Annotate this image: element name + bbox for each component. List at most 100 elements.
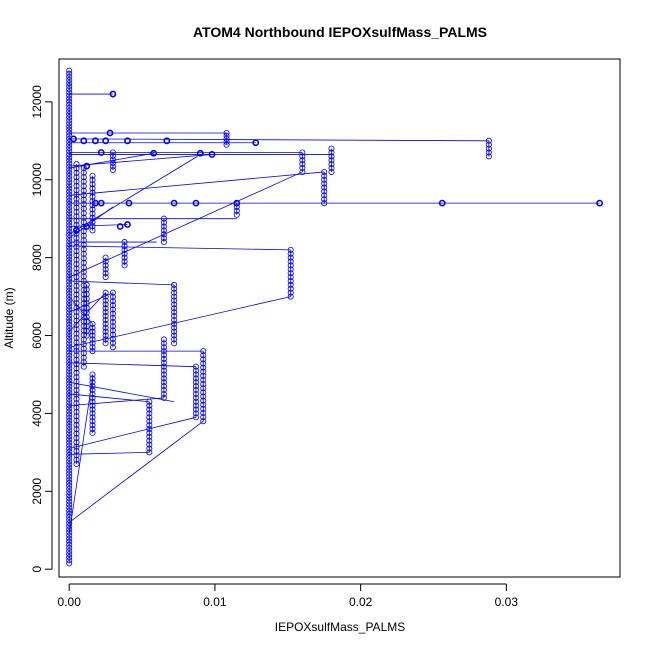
data-point xyxy=(83,304,90,311)
data-point xyxy=(287,277,294,284)
data-point xyxy=(223,129,230,136)
data-point xyxy=(66,142,73,149)
data-point xyxy=(485,141,492,148)
data-point xyxy=(89,371,96,378)
data-point xyxy=(89,206,96,213)
data-point xyxy=(73,161,80,168)
data-point xyxy=(146,437,153,444)
data-point xyxy=(200,368,207,375)
series-line xyxy=(69,138,489,142)
data-point xyxy=(66,442,73,449)
series-line xyxy=(69,171,325,196)
data-point xyxy=(146,414,153,421)
y-tick-label: 6000 xyxy=(30,322,44,349)
data-point xyxy=(73,256,80,263)
data-point xyxy=(121,262,128,269)
data-point xyxy=(102,297,109,304)
data-point xyxy=(73,400,80,407)
data-point xyxy=(66,185,73,192)
data-point xyxy=(116,223,124,230)
data-point xyxy=(66,241,73,248)
data-point xyxy=(83,318,90,325)
data-point xyxy=(66,293,73,300)
data-point xyxy=(83,162,91,170)
data-point xyxy=(73,243,80,250)
data-point xyxy=(146,410,153,417)
data-point xyxy=(83,281,90,288)
data-point xyxy=(73,426,80,433)
data-point xyxy=(485,153,492,160)
data-point xyxy=(66,458,73,465)
x-axis-label: IEPOXsulfMass_PALMS xyxy=(275,620,406,634)
data-point xyxy=(66,188,73,195)
series-points xyxy=(66,67,603,567)
data-point xyxy=(83,327,90,334)
data-point xyxy=(66,448,73,455)
chart-title: ATOM4 Northbound IEPOXsulfMass_PALMS xyxy=(193,24,487,40)
data-point xyxy=(200,418,207,425)
data-point xyxy=(192,414,199,421)
data-point xyxy=(171,285,178,292)
y-tick-label: 8000 xyxy=(30,244,44,271)
data-point xyxy=(66,405,73,412)
data-point xyxy=(66,80,73,87)
data-point xyxy=(66,393,73,400)
data-point xyxy=(66,92,73,99)
data-point xyxy=(66,498,73,505)
data-point xyxy=(66,318,73,325)
data-point xyxy=(171,289,178,296)
data-point xyxy=(80,363,87,370)
data-point xyxy=(102,289,109,296)
data-point xyxy=(73,195,80,202)
data-point xyxy=(80,255,87,262)
data-point xyxy=(66,532,73,539)
data-point xyxy=(73,335,80,342)
data-point xyxy=(66,324,73,331)
data-point xyxy=(80,178,87,185)
data-point xyxy=(102,270,109,277)
data-point xyxy=(160,387,167,394)
data-point xyxy=(73,339,80,346)
data-point xyxy=(233,199,241,207)
data-point xyxy=(66,507,73,514)
data-point xyxy=(109,156,116,163)
data-point xyxy=(66,98,73,105)
data-point xyxy=(80,192,87,199)
data-point xyxy=(73,248,80,255)
data-point xyxy=(170,199,178,207)
data-point xyxy=(80,304,87,311)
data-point xyxy=(102,258,109,265)
data-point xyxy=(287,262,294,269)
data-point xyxy=(89,328,96,335)
data-point xyxy=(160,363,167,370)
data-point xyxy=(66,269,73,276)
data-point xyxy=(83,314,90,321)
data-point xyxy=(73,239,80,246)
data-point xyxy=(66,479,73,486)
data-point xyxy=(287,274,294,281)
data-point xyxy=(102,254,109,261)
data-point xyxy=(485,149,492,156)
data-point xyxy=(66,126,73,133)
data-point xyxy=(146,441,153,448)
data-point xyxy=(66,424,73,431)
data-point xyxy=(171,324,178,331)
y-tick-label: 2000 xyxy=(30,478,44,505)
data-point xyxy=(66,352,73,359)
data-point xyxy=(80,295,87,302)
data-point xyxy=(66,262,73,269)
plot-frame xyxy=(58,58,621,578)
data-point xyxy=(89,336,96,343)
data-point xyxy=(299,168,306,175)
data-point xyxy=(80,341,87,348)
data-point xyxy=(328,168,335,175)
series-connectors xyxy=(68,70,600,564)
data-point xyxy=(80,228,87,235)
data-point xyxy=(109,306,116,313)
data-point xyxy=(83,223,91,230)
series-line xyxy=(69,296,291,348)
data-point xyxy=(160,227,167,234)
data-point xyxy=(109,327,116,334)
data-point xyxy=(328,145,335,152)
data-point xyxy=(66,219,73,226)
